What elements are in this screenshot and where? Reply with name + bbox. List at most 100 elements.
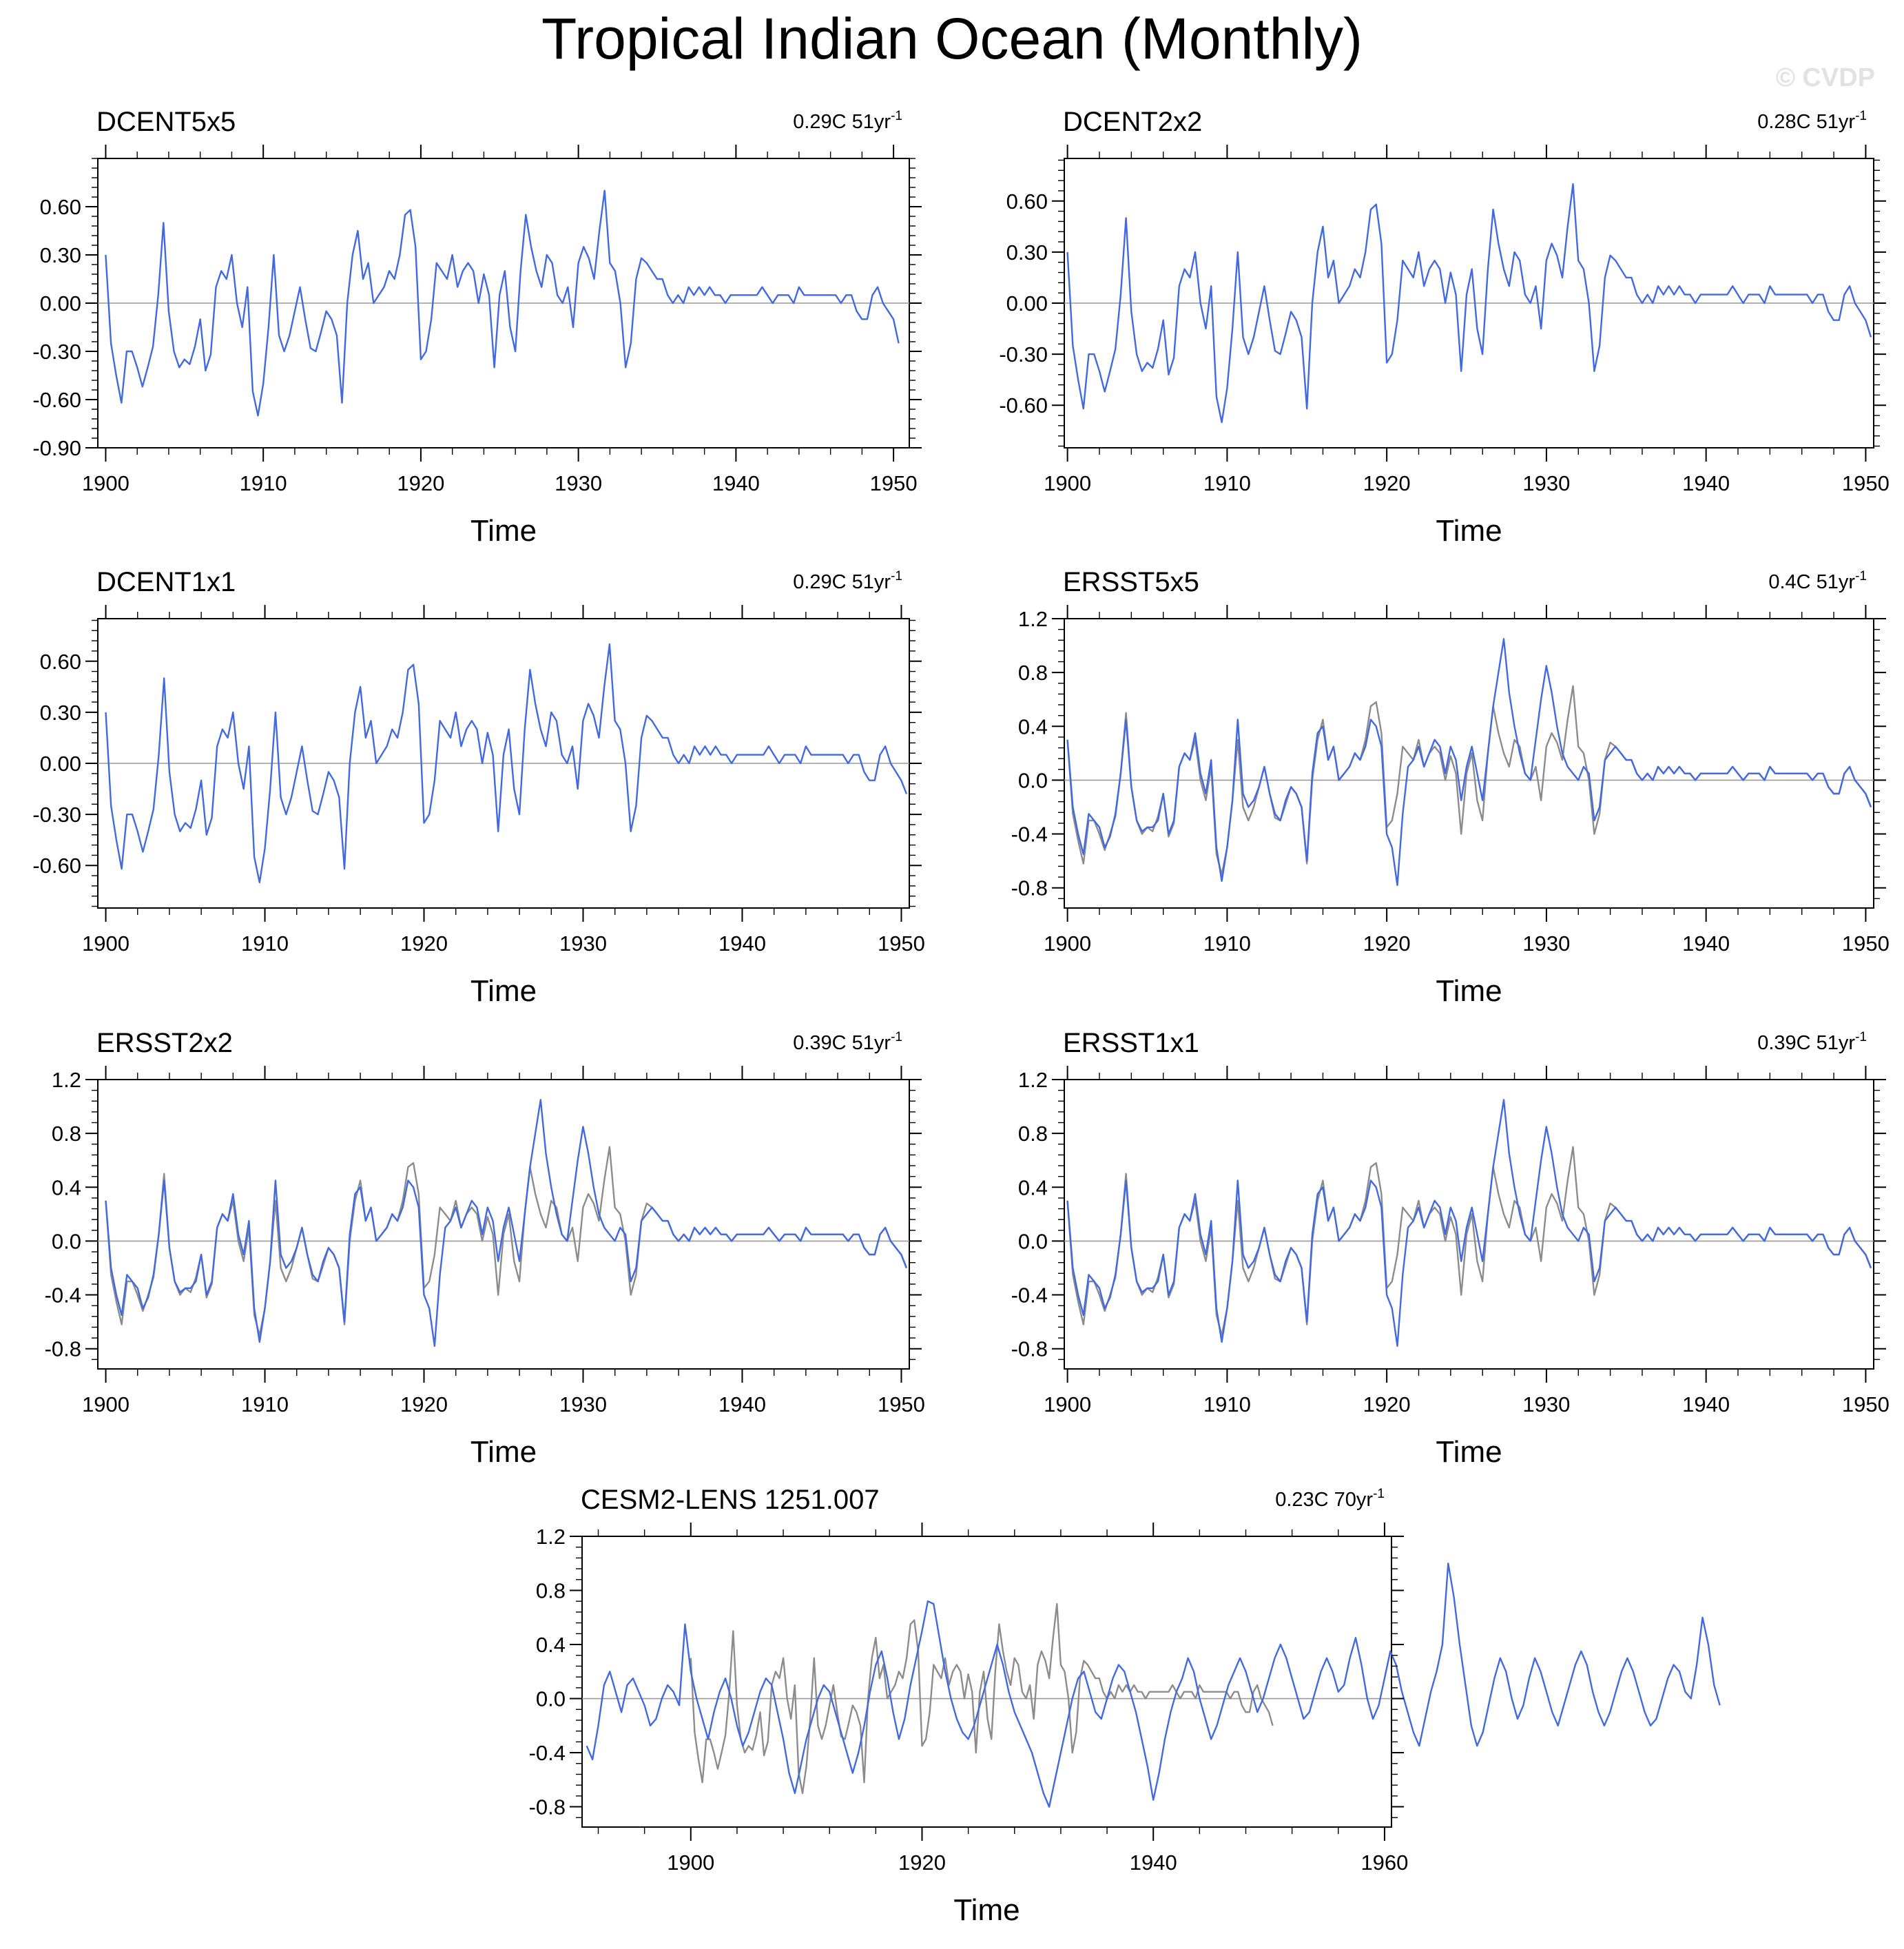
x-axis-label: Time <box>470 1435 537 1469</box>
x-tick-label: 1930 <box>1522 1392 1570 1416</box>
x-axis-label: Time <box>470 514 537 548</box>
chart-panel-1: -0.90 -0.60 -0.30 0.00 0.30 0.60 1900 1910 1920 1… <box>32 107 922 548</box>
y-tick-label: -0.4 <box>45 1283 81 1308</box>
chart-panel-7: -0.8 -0.4 0.0 0.4 0.8 1.2 1900 1920 1940 1960 Time… <box>529 1485 1721 1927</box>
x-tick-label: 1940 <box>1682 1392 1730 1416</box>
x-tick-label: 1950 <box>878 1392 925 1416</box>
y-tick-label: 1.2 <box>536 1525 566 1549</box>
y-tick-label: 0.30 <box>40 701 81 725</box>
x-tick-label: 1900 <box>82 1392 130 1416</box>
trend-value: 0.39C 51yr <box>1757 1032 1855 1054</box>
trend-value: 0.29C 51yr <box>793 111 891 133</box>
x-axis-label: Time <box>1436 974 1502 1008</box>
y-tick-label: 0.60 <box>40 650 81 674</box>
x-tick-label: 1900 <box>1044 931 1091 956</box>
plot-frame <box>1064 618 1874 909</box>
trend-label: 0.28C 51yr-1 <box>1757 109 1867 133</box>
x-axis-label: Time <box>1436 1435 1502 1469</box>
trend-value: 0.29C 51yr <box>793 571 891 593</box>
y-tick-label: -0.4 <box>1011 823 1048 847</box>
model-series-line <box>1066 183 1872 424</box>
trend-exponent: -1 <box>1855 109 1867 123</box>
y-tick-label: -0.8 <box>1011 876 1048 900</box>
y-tick-label: 0.0 <box>1018 1229 1048 1253</box>
x-axis-label: Time <box>953 1893 1020 1927</box>
model-series-line <box>105 643 908 884</box>
trend-value: 0.4C 51yr <box>1768 571 1855 593</box>
panel-title: DCENT5x5 <box>96 107 236 137</box>
x-tick-label: 1930 <box>559 931 607 956</box>
y-tick-label: -0.90 <box>32 436 81 460</box>
x-tick-label: 1910 <box>1203 931 1251 956</box>
x-tick-label: 1920 <box>397 471 444 495</box>
model-series-line <box>105 1099 908 1348</box>
y-tick-label: -0.30 <box>32 340 81 364</box>
y-tick-label: -0.8 <box>529 1795 566 1819</box>
x-axis-label: Time <box>1436 514 1502 548</box>
y-tick-label: 0.4 <box>1018 1175 1048 1199</box>
y-tick-label: -0.4 <box>529 1741 566 1765</box>
x-tick-label: 1900 <box>1044 1392 1091 1416</box>
y-tick-label: -0.60 <box>32 388 81 412</box>
chart-panel-2: -0.60 -0.30 0.00 0.30 0.60 1900 1910 1920 1930 19… <box>999 107 1890 548</box>
y-tick-label: 0.8 <box>52 1122 81 1146</box>
x-tick-label: 1930 <box>559 1392 607 1416</box>
y-tick-label: -0.30 <box>32 803 81 827</box>
model-series-line <box>1066 638 1872 887</box>
trend-label: 0.29C 51yr-1 <box>793 569 902 593</box>
model-series-line <box>105 189 900 417</box>
x-tick-label: 1900 <box>667 1850 714 1875</box>
trend-exponent: -1 <box>891 109 902 123</box>
trend-label: 0.39C 51yr-1 <box>793 1030 902 1054</box>
y-tick-label: 0.0 <box>536 1687 566 1711</box>
y-tick-label: 1.2 <box>1018 607 1048 631</box>
x-tick-label: 1900 <box>1044 471 1091 495</box>
trend-exponent: -1 <box>891 1030 902 1044</box>
x-tick-label: 1930 <box>1522 931 1570 956</box>
panel-title: DCENT1x1 <box>96 567 236 597</box>
plot-frame <box>581 1536 1392 1828</box>
x-tick-label: 1910 <box>240 471 287 495</box>
x-tick-label: 1920 <box>898 1850 946 1875</box>
y-tick-label: -0.8 <box>45 1337 81 1361</box>
y-tick-label: -0.8 <box>1011 1337 1048 1361</box>
y-tick-label: -0.30 <box>999 342 1048 367</box>
chart-panel-4: -0.8 -0.4 0.0 0.4 0.8 1.2 1900 1910 1920 1930 1940… <box>1011 567 1890 1008</box>
x-tick-label: 1940 <box>1682 931 1730 956</box>
y-tick-label: 0.30 <box>1006 240 1048 265</box>
plot-frame <box>97 1079 910 1370</box>
panel-title: ERSST5x5 <box>1063 567 1199 597</box>
trend-label: 0.4C 51yr-1 <box>1768 569 1867 593</box>
chart-panel-6: -0.8 -0.4 0.0 0.4 0.8 1.2 1900 1910 1920 1930 1940… <box>1011 1028 1890 1469</box>
y-tick-label: 0.4 <box>1018 714 1048 739</box>
panel-title: ERSST2x2 <box>96 1028 233 1058</box>
x-tick-label: 1940 <box>718 1392 766 1416</box>
y-tick-label: 0.4 <box>536 1633 566 1657</box>
page-title: Tropical Indian Ocean (Monthly) <box>541 6 1363 71</box>
x-tick-label: 1940 <box>718 931 766 956</box>
x-tick-label: 1930 <box>555 471 602 495</box>
x-tick-label: 1920 <box>400 931 448 956</box>
trend-value: 0.23C 70yr <box>1275 1489 1373 1511</box>
x-tick-label: 1910 <box>1203 1392 1251 1416</box>
x-tick-label: 1920 <box>1363 931 1411 956</box>
trend-label: 0.23C 70yr-1 <box>1275 1487 1385 1511</box>
x-tick-label: 1900 <box>82 931 130 956</box>
y-tick-label: 0.00 <box>40 752 81 776</box>
y-tick-label: -0.60 <box>999 393 1048 417</box>
trend-value: 0.28C 51yr <box>1757 111 1855 133</box>
x-tick-label: 1910 <box>1203 471 1251 495</box>
y-tick-label: 1.2 <box>1018 1068 1048 1092</box>
observed-series-line <box>690 1602 1274 1795</box>
trend-exponent: -1 <box>891 569 902 584</box>
x-tick-label: 1920 <box>1363 471 1411 495</box>
trend-label: 0.29C 51yr-1 <box>793 109 902 133</box>
x-tick-label: 1940 <box>712 471 760 495</box>
x-tick-label: 1910 <box>241 1392 289 1416</box>
x-axis-label: Time <box>470 974 537 1008</box>
panel-title: CESM2-LENS 1251.007 <box>581 1485 880 1515</box>
y-tick-label: 0.00 <box>1006 291 1048 316</box>
chart-panel-5: -0.8 -0.4 0.0 0.4 0.8 1.2 1900 1910 1920 1930 1940… <box>45 1028 925 1469</box>
chart-panel-3: -0.60 -0.30 0.00 0.30 0.60 1900 1910 1920 1930 19… <box>32 567 925 1008</box>
plot-frame <box>1064 1079 1874 1370</box>
